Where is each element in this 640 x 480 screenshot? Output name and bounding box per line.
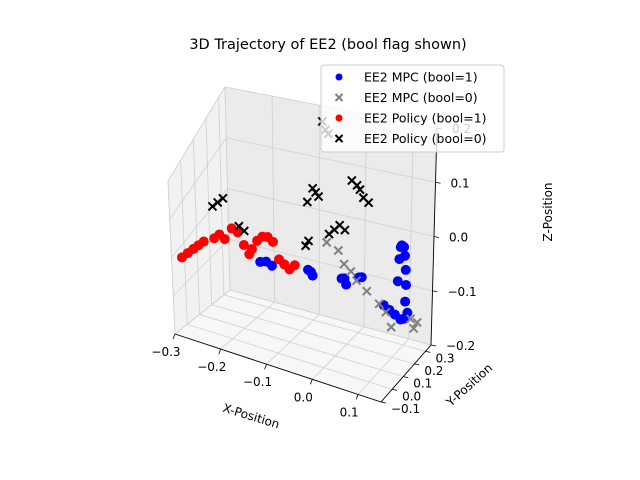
- z-axis-label: Z-Position: [541, 182, 555, 241]
- y-tick-label: 0.3: [435, 351, 454, 365]
- data-point-series-3: [218, 193, 228, 204]
- y-tick-label: −0.1: [391, 402, 420, 416]
- z-tick-label: 0.0: [449, 231, 468, 245]
- data-point-series-0: [266, 260, 277, 271]
- legend-label: EE2 MPC (bool=0): [364, 90, 478, 105]
- z-tick-label: 0.1: [451, 176, 470, 190]
- z-grid-line: [169, 137, 436, 220]
- data-point-series-0: [399, 242, 410, 253]
- y-tick-label: 0.1: [413, 377, 432, 391]
- z-tick: [433, 236, 440, 238]
- legend-label: EE2 Policy (bool=0): [364, 131, 487, 146]
- data-point-series-0: [392, 276, 403, 287]
- x-tick: [309, 379, 313, 385]
- y-axis-label: Y-Position: [443, 361, 495, 410]
- legend-box: [320, 64, 505, 153]
- data-point-series-0: [307, 270, 318, 281]
- data-point-series-3: [355, 184, 365, 195]
- data-point-series-2: [289, 260, 300, 271]
- y-tick: [425, 350, 431, 353]
- x-tick-label: −0.2: [197, 360, 226, 374]
- legend-marker: [334, 93, 344, 102]
- legend-marker: [335, 73, 343, 81]
- x-tick-label: 0.0: [294, 390, 313, 404]
- data-point-series-0: [399, 250, 410, 261]
- data-point-series-0: [356, 272, 367, 283]
- data-point-series-3: [313, 191, 324, 202]
- legend-label: EE2 MPC (bool=1): [364, 70, 478, 85]
- z-tick: [435, 181, 441, 184]
- data-point-series-1: [346, 266, 356, 277]
- data-point-series-0: [400, 264, 411, 275]
- y-tick: [380, 401, 387, 404]
- z-grid-line: [171, 188, 435, 258]
- data-point-series-3: [303, 236, 314, 246]
- data-points: [176, 116, 422, 334]
- y-axis-line: [380, 344, 432, 403]
- data-point-series-1: [351, 275, 362, 286]
- data-point-series-3: [340, 225, 350, 235]
- x-tick: [355, 394, 359, 400]
- chart-title: 3D Trajectory of EE2 (bool flag shown): [189, 37, 466, 53]
- z-tick: [432, 290, 438, 293]
- x-axis-line: [174, 333, 382, 403]
- axis-ticks: −0.3−0.2−0.10.00.1 −0.10.00.10.20.3−0.2−0…: [151, 122, 476, 419]
- legend-label: EE2 Policy (bool=1): [364, 111, 487, 126]
- data-point-series-2: [219, 234, 230, 245]
- data-point-series-0: [401, 279, 412, 290]
- data-point-series-1: [362, 286, 372, 296]
- x-tick-label: 0.1: [340, 405, 359, 419]
- data-point-series-1: [408, 323, 419, 334]
- data-point-series-2: [198, 236, 209, 247]
- data-point-series-1: [374, 299, 384, 309]
- data-point-series-1: [412, 317, 422, 328]
- x-axis-label: X-Position: [221, 401, 281, 432]
- data-point-series-1: [405, 314, 416, 324]
- legend: EE2 MPC (bool=1) EE2 MPC (bool=0) EE2 Poli…: [320, 64, 505, 153]
- z-grid-line: [174, 289, 432, 346]
- data-point-series-3: [300, 241, 311, 251]
- data-point-series-3: [302, 197, 313, 207]
- z-tick-label: −0.1: [448, 285, 477, 299]
- data-point-series-0: [398, 313, 409, 324]
- data-point-series-1: [386, 322, 396, 332]
- legend-marker: [334, 134, 344, 143]
- x-tick: [172, 333, 176, 340]
- x-tick-label: −0.1: [243, 375, 272, 389]
- data-point-series-1: [321, 237, 332, 248]
- x-tick-label: −0.3: [151, 345, 180, 359]
- y-tick-label: 0.2: [424, 364, 443, 378]
- data-point-series-1: [381, 307, 391, 317]
- y-tick: [414, 363, 420, 366]
- z-tick: [430, 344, 437, 347]
- data-point-series-1: [339, 259, 349, 269]
- data-point-series-2: [238, 239, 249, 250]
- x-tick: [218, 348, 222, 355]
- data-point-series-3: [363, 197, 374, 208]
- data-point-series-0: [341, 279, 352, 290]
- y-tick: [392, 388, 398, 391]
- data-point-series-2: [267, 236, 278, 247]
- x-tick: [264, 364, 267, 370]
- legend-marker: [335, 114, 343, 122]
- data-point-series-2: [246, 244, 257, 255]
- z-tick-label: −0.2: [446, 339, 475, 353]
- data-point-series-0: [400, 296, 411, 307]
- data-point-series-3: [239, 226, 249, 236]
- y-tick: [403, 376, 409, 379]
- y-tick-label: 0.0: [402, 389, 421, 403]
- data-point-series-1: [333, 245, 344, 256]
